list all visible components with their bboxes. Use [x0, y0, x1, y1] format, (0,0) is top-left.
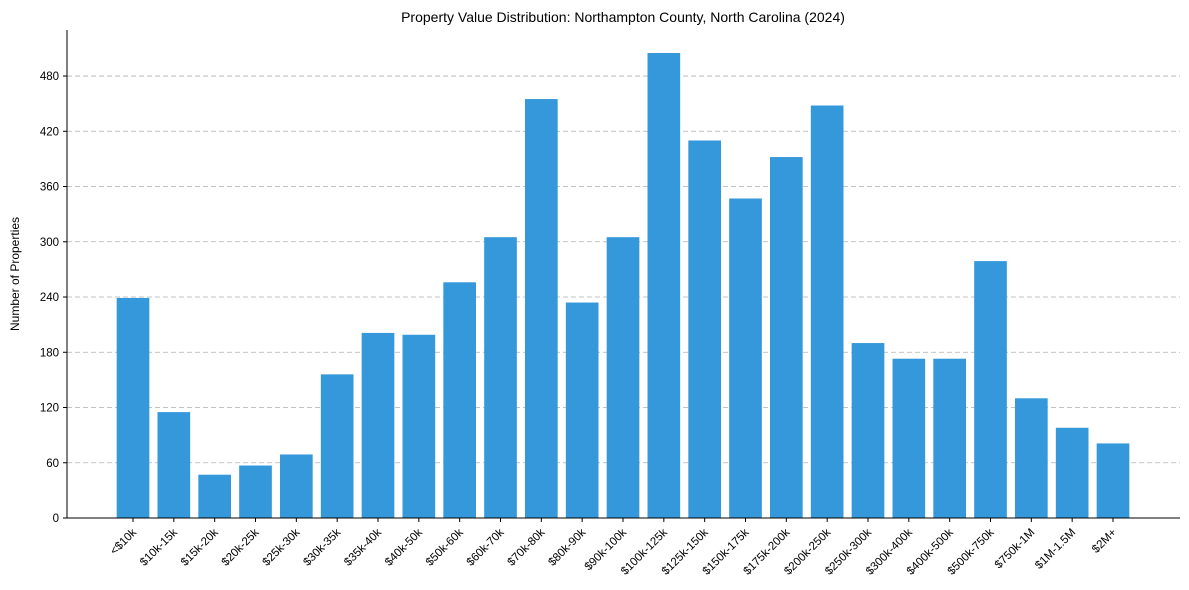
x-tick-label: $60k-70k — [465, 526, 507, 568]
x-axis-ticks: <$10k$10k-15k$15k-20k$20k-25k$25k-30k$30… — [108, 518, 1119, 578]
x-tick-label: $2M+ — [1090, 526, 1119, 555]
bar — [770, 157, 803, 518]
x-tick-label: $750k-1M — [993, 527, 1038, 572]
y-axis-label: Number of Properties — [8, 217, 22, 331]
y-tick-label: 360 — [40, 182, 59, 194]
bar — [1015, 398, 1048, 518]
x-tick-label: $50k-60k — [424, 526, 466, 568]
bar — [239, 465, 272, 518]
x-tick-label: $70k-80k — [506, 526, 548, 568]
bar — [402, 334, 436, 518]
x-tick-label: $35k-40k — [342, 526, 384, 568]
y-tick-label: 300 — [40, 237, 59, 249]
y-tick-label: 120 — [40, 403, 59, 415]
bar — [157, 412, 191, 518]
bar — [1055, 427, 1089, 518]
x-tick-label: <$10k — [108, 526, 139, 557]
y-axis-ticks: 0 60 120 180 240 300 360 420 480 — [40, 71, 67, 525]
bar — [198, 474, 231, 518]
y-tick-label: 180 — [40, 347, 59, 359]
y-tick-label: 60 — [46, 458, 59, 470]
bar — [810, 105, 844, 518]
bar — [565, 302, 599, 518]
y-tick-label: 480 — [40, 71, 59, 83]
y-tick-label: 420 — [40, 126, 59, 138]
bar — [974, 261, 1007, 518]
bar — [933, 358, 966, 518]
bar — [525, 99, 558, 518]
y-tick-label: 240 — [40, 292, 59, 304]
x-tick-label: $20k-25k — [220, 526, 262, 568]
bar — [443, 282, 476, 518]
chart-title: Property Value Distribution: Northampton… — [401, 9, 845, 25]
x-tick-label: $40k-50k — [383, 526, 425, 568]
bar — [729, 198, 762, 518]
bar — [851, 343, 885, 518]
x-tick-label: $25k-30k — [261, 526, 303, 568]
bar — [688, 140, 721, 519]
bar — [361, 332, 395, 518]
bar — [116, 297, 150, 518]
x-tick-label: $15k-20k — [179, 526, 221, 568]
bar — [892, 358, 926, 518]
x-tick-label: $10k-15k — [138, 526, 180, 568]
bar — [1096, 443, 1130, 518]
x-tick-label: $30k-35k — [301, 526, 343, 568]
bar — [606, 237, 640, 519]
x-tick-label: $1M-1.5M — [1033, 527, 1078, 572]
x-tick-label: $80k-90k — [546, 526, 588, 568]
bar — [647, 53, 681, 519]
bar — [280, 454, 313, 518]
bar — [484, 237, 517, 519]
bar — [320, 374, 354, 518]
bars — [116, 53, 1130, 519]
y-tick-label: 0 — [53, 513, 59, 525]
